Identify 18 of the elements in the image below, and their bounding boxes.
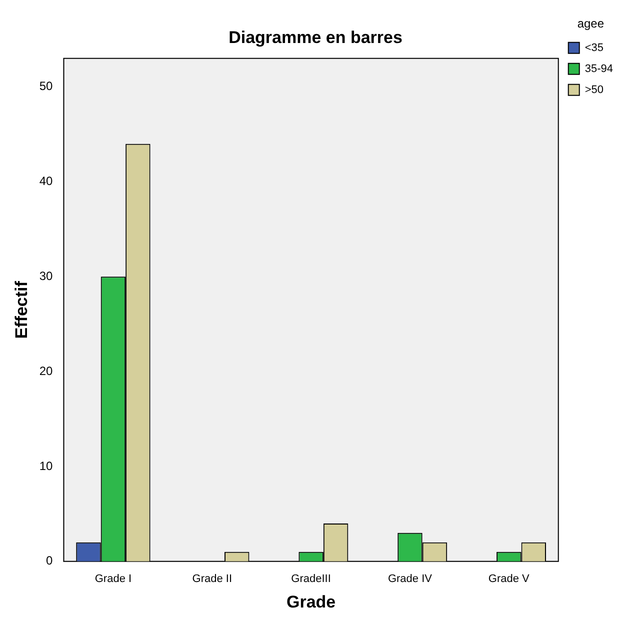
y-tick-label: 40: [39, 174, 54, 188]
chart-title: Diagramme en barres: [228, 28, 402, 47]
x-tick-label: Grade II: [192, 573, 232, 586]
y-tick-label: 20: [39, 364, 54, 378]
x-tick-label: Grade IV: [388, 573, 433, 586]
legend-title: agee: [577, 16, 604, 30]
x-tick-label: Grade V: [488, 573, 530, 586]
y-tick-label: 30: [39, 268, 54, 283]
y-tick-label: 50: [39, 79, 54, 94]
y-axis-title: Effectif: [12, 280, 31, 339]
x-axis-title: Grade: [286, 592, 336, 612]
legend-label: 35-94: [584, 62, 614, 75]
x-tick-label: Grade I: [94, 573, 132, 586]
x-tick-label: GradeIII: [291, 573, 331, 586]
legend-label: <35: [584, 42, 604, 54]
y-tick-label: 0: [46, 554, 54, 568]
legend-label: >50: [584, 84, 604, 96]
y-tick-label: 10: [39, 458, 54, 473]
